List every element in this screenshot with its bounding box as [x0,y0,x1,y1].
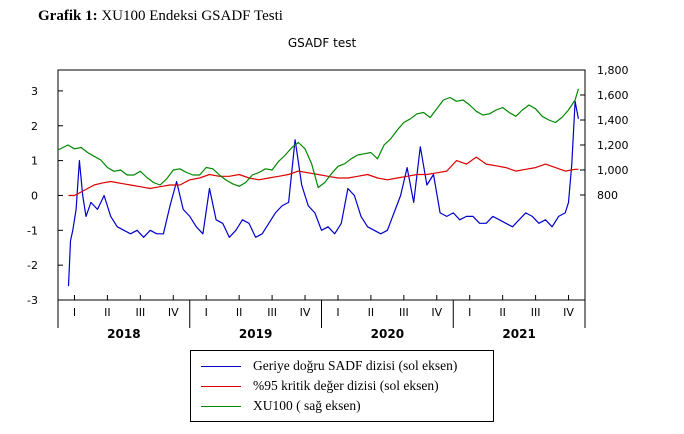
right-tick-label: 1,400 [597,114,629,127]
quarter-label: II [368,306,375,319]
right-axis: 800 1,000 1,200 1,400 1,600 1,800 [580,64,629,202]
quarter-label: IV [168,306,179,319]
left-axis: -3 -2 -1 0 1 2 3 [27,85,63,307]
quarter-label: III [399,306,409,319]
quarter-label: III [531,306,541,319]
series-line-0 [67,100,579,287]
right-tick-label: 1,600 [597,89,629,102]
legend-label-critical: %95 kritik değer dizisi (sol eksen) [253,378,439,393]
left-tick-label: -1 [27,224,38,237]
legend-label-sadf: Geriye doğru SADF dizisi (sol eksen) [253,358,458,373]
year-label: 2018 [107,327,140,341]
right-tick-label: 1,800 [597,64,629,77]
quarter-label: I [468,306,471,319]
right-tick-label: 800 [597,189,618,202]
quarter-label: I [205,306,208,319]
quarter-label: IV [563,306,574,319]
quarter-label: II [104,306,111,319]
left-tick-label: -2 [27,259,38,272]
legend-swatch-xu100 [201,405,241,407]
quarter-label: I [73,306,76,319]
left-tick-label: -3 [27,294,38,307]
gsadf-chart: GSADF test -3 -2 -1 0 1 2 3 800 1,000 1,200 1,400… [27,36,629,341]
quarter-label: II [236,306,243,319]
chart-title: GSADF test [288,36,357,50]
quarter-label: IV [431,306,442,319]
quarter-label: III [267,306,277,319]
series-line-1 [68,156,579,197]
quarter-label: II [499,306,506,319]
series-layer [57,88,579,287]
left-tick-label: 1 [31,155,38,168]
legend-label-xu100: XU100 ( sağ eksen) [253,398,361,413]
left-tick-label: 3 [31,85,38,98]
legend-swatch-sadf [201,365,241,367]
legend-item-sadf: Geriye doğru SADF dizisi (sol eksen) [201,357,457,375]
right-tick-label: 1,200 [597,139,629,152]
legend-swatch-critical [201,385,241,387]
series-line-2 [57,88,579,189]
figure-caption: Grafik 1: XU100 Endeksi GSADF Testi [38,8,283,25]
year-label: 2021 [502,327,535,341]
left-tick-label: 2 [31,120,38,133]
quarter-label: IV [300,306,311,319]
legend-item-xu100: XU100 ( sağ eksen) [201,397,361,415]
year-label: 2020 [371,327,404,341]
right-tick-label: 1,000 [597,164,629,177]
legend-item-critical: %95 kritik değer dizisi (sol eksen) [201,377,439,395]
legend: Geriye doğru SADF dizisi (sol eksen) %95… [190,350,494,422]
year-label: 2019 [239,327,272,341]
quarter-label: I [336,306,339,319]
caption-text: XU100 Endeksi GSADF Testi [101,8,283,24]
left-tick-label: 0 [31,189,38,202]
quarter-label: III [135,306,145,319]
caption-prefix: Grafik 1: [38,8,98,24]
